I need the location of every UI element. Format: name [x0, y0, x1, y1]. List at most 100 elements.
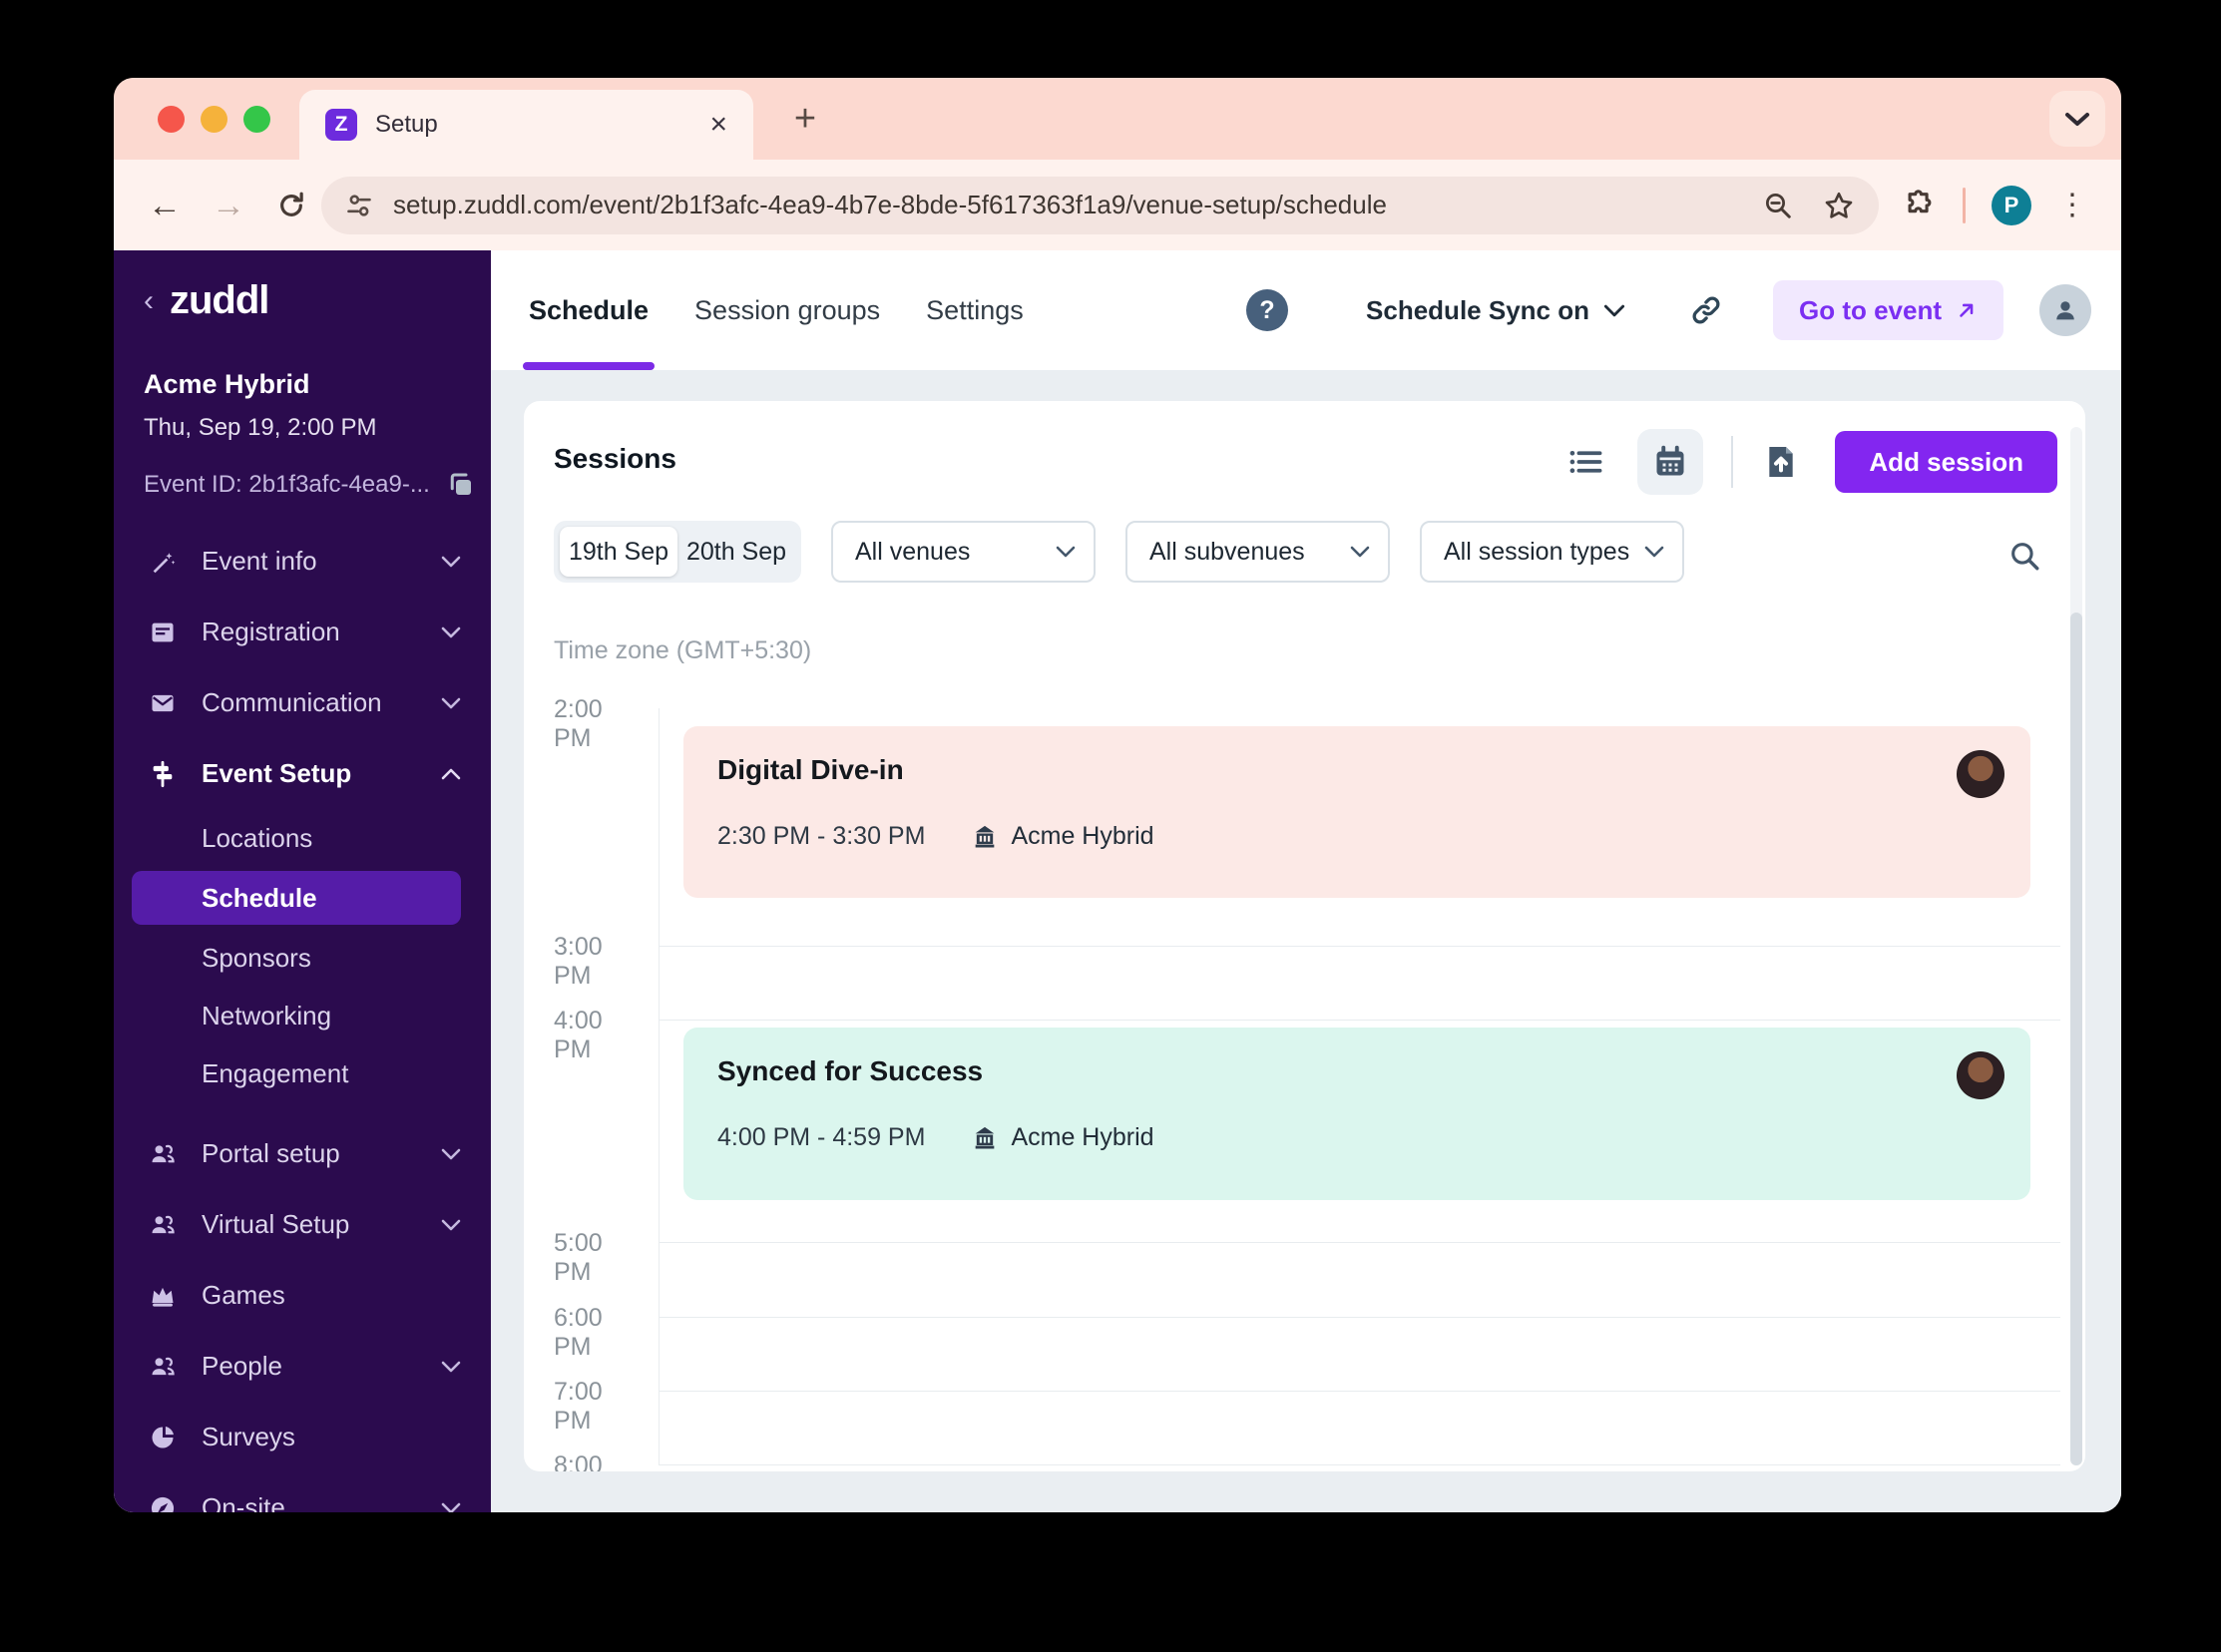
sidebar-menu: Event info Registration — [114, 526, 491, 1512]
url-text[interactable]: setup.zuddl.com/event/2b1f3afc-4ea9-4b7e… — [393, 190, 1387, 219]
page-tabs: Schedule Session groups Settings — [522, 250, 1024, 370]
subvenues-filter-select[interactable]: All subvenues — [1125, 521, 1390, 583]
chevron-down-icon — [1350, 546, 1370, 558]
list-view-button[interactable] — [1567, 446, 1603, 478]
sidebar-item-virtual-setup[interactable]: Virtual Setup — [114, 1189, 491, 1260]
tab-close-icon[interactable]: × — [709, 108, 727, 141]
close-window-button[interactable] — [158, 106, 185, 133]
sidebar-item-people[interactable]: People — [114, 1331, 491, 1402]
new-tab-button[interactable]: + — [793, 97, 817, 140]
hour-gridline — [659, 1242, 2060, 1243]
import-sessions-button[interactable] — [1761, 442, 1801, 482]
search-sessions-button[interactable] — [2007, 539, 2041, 573]
time-label: 4:00 PM — [554, 1007, 603, 1063]
people-icon — [148, 1211, 178, 1239]
tab-settings[interactable]: Settings — [926, 294, 1024, 325]
hour-gridline — [659, 946, 2060, 947]
schedule-sync-dropdown[interactable]: Schedule Sync on — [1366, 295, 1625, 326]
hour-gridline — [659, 1020, 2060, 1021]
session-card[interactable]: Synced for Success 4:00 PM - 4:59 PM — [683, 1028, 2030, 1200]
speaker-avatar[interactable] — [1957, 750, 2004, 798]
session-venue: Acme Hybrid — [1011, 822, 1154, 850]
sidebar-item-on-site[interactable]: On-site — [114, 1472, 491, 1512]
date-tab-20th-sep[interactable]: 20th Sep — [685, 537, 787, 566]
session-card[interactable]: Digital Dive-in 2:30 PM - 3:30 PM — [683, 726, 2030, 898]
user-avatar[interactable] — [2039, 284, 2091, 336]
sidebar-item-networking[interactable]: Networking — [202, 1000, 332, 1031]
session-types-filter-select[interactable]: All session types — [1420, 521, 1684, 583]
time-label: 6:00 PM — [554, 1304, 603, 1361]
arrow-up-right-icon — [1960, 303, 1974, 317]
address-bar[interactable]: setup.zuddl.com/event/2b1f3afc-4ea9-4b7e… — [321, 176, 1879, 234]
hour-gridline — [659, 1391, 2060, 1392]
timezone-note: Time zone (GMT+5:30) — [554, 636, 812, 664]
traffic-lights — [158, 106, 270, 133]
sidebar-item-event-info[interactable]: Event info — [114, 526, 491, 597]
maximize-window-button[interactable] — [243, 106, 270, 133]
session-time: 2:30 PM - 3:30 PM — [717, 822, 926, 850]
event-name: Acme Hybrid — [144, 369, 310, 399]
calendar-view-button[interactable] — [1637, 429, 1704, 495]
sidebar-item-event-setup[interactable]: Event Setup — [114, 738, 491, 809]
timeline-axis — [659, 708, 660, 1464]
form-icon — [148, 619, 178, 646]
file-upload-icon — [1769, 447, 1794, 477]
hour-gridline — [659, 1317, 2060, 1318]
venue-building-icon — [976, 1126, 995, 1148]
sidebar-item-communication[interactable]: Communication — [114, 667, 491, 738]
tab-overview-button[interactable] — [2049, 91, 2105, 147]
crown-icon — [148, 1282, 178, 1310]
people-icon — [148, 1140, 178, 1168]
session-title: Digital Dive-in — [717, 754, 904, 785]
copy-link-icon[interactable] — [1689, 293, 1723, 327]
sidebar-item-games[interactable]: Games — [114, 1260, 491, 1331]
venues-filter-select[interactable]: All venues — [831, 521, 1096, 583]
forward-button[interactable]: → — [212, 186, 245, 224]
sidebar-item-schedule[interactable]: Schedule — [114, 867, 491, 929]
sidebar-item-surveys[interactable]: Surveys — [114, 1402, 491, 1472]
chevron-down-icon — [1644, 546, 1664, 558]
chevron-down-icon — [441, 626, 461, 638]
sidebar-item-sponsors[interactable]: Sponsors — [202, 942, 311, 973]
mail-icon — [148, 689, 178, 717]
tab-session-groups[interactable]: Session groups — [694, 294, 881, 325]
sidebar-item-portal-setup[interactable]: Portal setup — [114, 1118, 491, 1189]
session-time: 4:00 PM - 4:59 PM — [717, 1123, 926, 1151]
bookmark-star-icon[interactable] — [1823, 190, 1855, 221]
sidebar-item-locations[interactable]: Locations — [202, 822, 313, 853]
panel-scrollbar-thumb[interactable] — [2070, 613, 2082, 1465]
zoom-out-icon[interactable] — [1763, 191, 1793, 220]
search-icon — [2011, 543, 2039, 571]
browser-tab[interactable]: Z Setup × — [299, 90, 753, 160]
browser-toolbar: ← → setup.zuddl.com/event/2b1f3afc-4ea9-… — [114, 160, 2121, 250]
extensions-icon[interactable] — [1903, 189, 1937, 222]
reload-button[interactable] — [275, 190, 307, 221]
speaker-avatar[interactable] — [1957, 1051, 2004, 1099]
chevron-down-icon — [1056, 546, 1076, 558]
date-tab-19th-sep[interactable]: 19th Sep — [560, 527, 677, 577]
collapse-sidebar-icon[interactable]: ‹ — [144, 283, 154, 317]
copy-icon[interactable] — [446, 470, 476, 500]
sidebar: ‹ zuddl Acme Hybrid Thu, Sep 19, 2:00 PM… — [114, 250, 491, 1512]
pie-chart-icon — [148, 1424, 178, 1451]
sidebar-item-registration[interactable]: Registration — [114, 597, 491, 667]
tab-title: Setup — [375, 111, 438, 138]
browser-menu-icon[interactable]: ⋮ — [2057, 188, 2087, 221]
compass-icon — [148, 1494, 178, 1512]
browser-titlebar: Z Setup × + — [114, 78, 2121, 160]
controls-divider — [1731, 436, 1734, 488]
help-icon[interactable]: ? — [1246, 289, 1289, 331]
site-settings-icon[interactable] — [345, 192, 373, 219]
browser-profile-avatar[interactable]: P — [1992, 185, 2031, 225]
people-icon — [148, 1353, 178, 1381]
chevron-down-icon — [441, 556, 461, 568]
add-session-button[interactable]: Add session — [1835, 431, 2057, 493]
back-button[interactable]: ← — [148, 186, 182, 224]
tab-schedule[interactable]: Schedule — [522, 250, 656, 370]
minimize-window-button[interactable] — [201, 106, 227, 133]
chevron-down-icon — [441, 1219, 461, 1231]
time-label: 7:00 PM — [554, 1378, 603, 1435]
schedule-sync-label: Schedule Sync on — [1366, 294, 1589, 325]
sidebar-item-engagement[interactable]: Engagement — [202, 1057, 349, 1088]
go-to-event-button[interactable]: Go to event — [1772, 280, 2003, 340]
